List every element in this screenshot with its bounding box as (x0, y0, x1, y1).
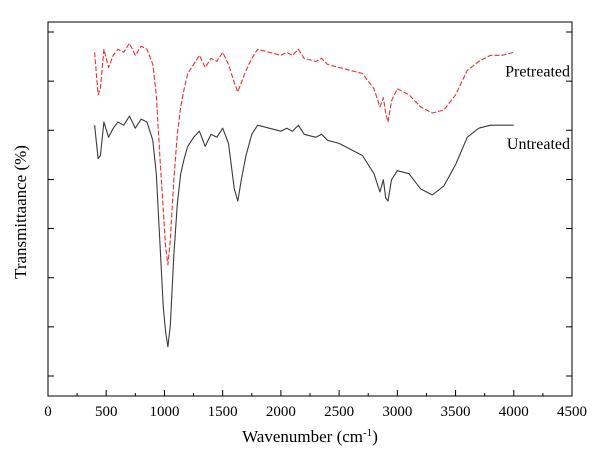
series-layer (94, 42, 514, 348)
series-label-pretreated: Pretreated (505, 63, 570, 80)
series-label-untreated: Untreated (507, 136, 570, 153)
x-tick-label-3000: 3000 (382, 404, 412, 420)
x-tick-label-500: 500 (95, 404, 118, 420)
x-tick-label-1000: 1000 (149, 404, 179, 420)
axes (47, 21, 573, 397)
x-tick-label-2500: 2500 (324, 404, 354, 420)
x-tick-label-4500: 4500 (557, 404, 587, 420)
series-line-untreated (94, 115, 514, 348)
x-tick-label-1500: 1500 (208, 404, 238, 420)
x-tick-label-3500: 3500 (441, 404, 471, 420)
x-axis-ticks: 0 500 1000 1500 2000 2500 3000 3500 4000 4500 (44, 390, 587, 420)
x-axis-label: Wavenumber (cm-1) (242, 427, 378, 446)
plot-frame (47, 21, 573, 397)
series-line-pretreated (94, 42, 514, 266)
x-tick-label-4000: 4000 (499, 404, 529, 420)
y-axis-ticks (48, 31, 572, 377)
y-axis-label: Transmittaance (%) (11, 145, 30, 279)
x-tick-label-0: 0 (44, 404, 52, 420)
x-tick-label-2000: 2000 (266, 404, 296, 420)
series-labels: Pretreated Untreated (505, 63, 570, 153)
